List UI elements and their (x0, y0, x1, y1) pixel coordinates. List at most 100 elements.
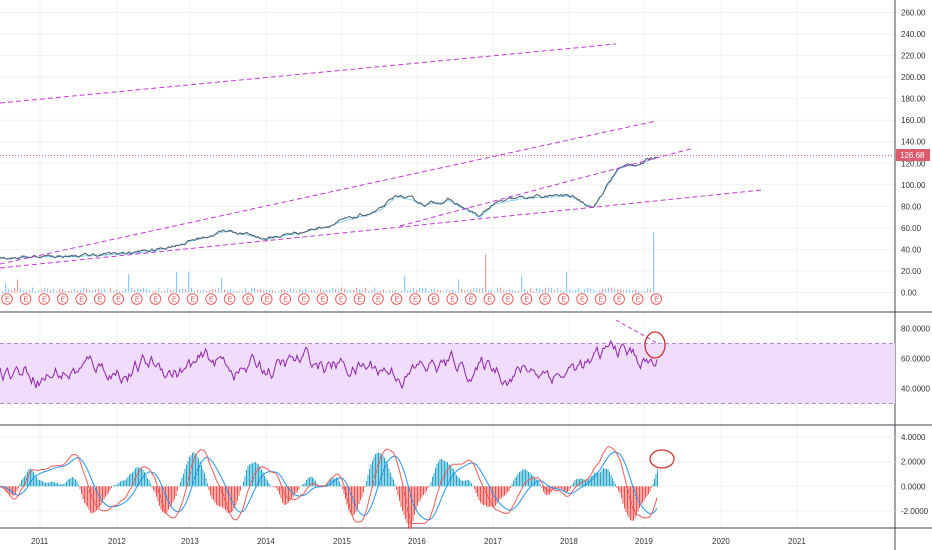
macd-histogram-bar (258, 464, 259, 487)
macd-histogram-bar (168, 486, 169, 510)
macd-histogram-bar (189, 456, 190, 487)
macd-histogram-bar (433, 472, 435, 487)
macd-histogram-bar (591, 476, 592, 487)
earnings-marker-circle (427, 293, 440, 305)
macd-histogram-bar (583, 479, 585, 487)
macd-histogram-bar (400, 486, 402, 507)
macd-histogram-bar (403, 486, 405, 515)
volume-bar (371, 290, 373, 293)
macd-histogram-bar (364, 486, 366, 488)
macd-histogram-bar (367, 475, 369, 487)
macd-histogram-bar (616, 486, 618, 488)
volume-bar (431, 288, 433, 293)
earnings-marker-circle (557, 293, 570, 305)
macd-histogram-bar (579, 478, 580, 487)
volume-bar (581, 291, 583, 293)
earnings-marker: E (56, 293, 69, 305)
macd-histogram-bar (567, 486, 568, 492)
macd-histogram-bar (390, 472, 391, 487)
macd-histogram-bar (430, 482, 432, 487)
macd-histogram-bar (105, 486, 106, 498)
earnings-marker-label: E (524, 297, 529, 304)
macd-histogram-bar (48, 482, 49, 487)
earnings-marker: E (19, 293, 32, 305)
macd-histogram-bar (67, 479, 69, 487)
volume-bar (437, 290, 439, 293)
macd-histogram-bar (496, 486, 498, 504)
volume-bar (392, 290, 394, 293)
rsi-axis-tick: 40.0000 (901, 385, 930, 394)
macd-histogram-bar (147, 478, 148, 487)
macd-histogram-bar (316, 483, 318, 487)
macd-histogram-bar (414, 486, 415, 515)
volume-bar (497, 287, 499, 293)
macd-histogram-bar (172, 486, 174, 502)
macd-histogram-bar (91, 486, 93, 514)
volume-bar (236, 290, 238, 293)
earnings-marker: E (631, 293, 644, 305)
volume-bar (488, 290, 490, 293)
macd-histogram-bar (510, 486, 511, 489)
macd-histogram-bar (462, 480, 463, 487)
volume-bar (389, 290, 391, 293)
volume-bar (14, 288, 16, 293)
macd-histogram-bar (309, 477, 310, 487)
macd-histogram-bar (273, 486, 274, 488)
volume-bar (542, 289, 544, 293)
earnings-marker-circle (316, 293, 329, 305)
macd-histogram-bar (276, 486, 277, 489)
volume-bar (287, 290, 289, 293)
volume-bar (134, 289, 136, 293)
earnings-marker: E (298, 293, 310, 305)
macd-histogram-bar (609, 471, 610, 487)
volume-bar (278, 291, 280, 293)
earnings-marker: E (93, 293, 106, 305)
macd-histogram-bar (19, 484, 21, 487)
volume-bar (425, 287, 427, 293)
macd-histogram-bar (523, 469, 525, 487)
volume-bar (107, 291, 109, 293)
macd-histogram-bar (648, 486, 649, 495)
volume-bar (596, 291, 598, 293)
price-axis-tick: 220.00 (901, 52, 926, 61)
macd-histogram-bar (282, 486, 283, 503)
earnings-marker: E (539, 293, 551, 305)
volume-bar (626, 289, 628, 293)
earnings-marker-circle (335, 293, 347, 305)
macd-histogram-bar (85, 486, 87, 505)
macd-histogram-bar (502, 486, 504, 497)
volume-bar (269, 289, 271, 293)
earnings-marker: E (502, 293, 514, 305)
macd-histogram-bar (70, 477, 72, 487)
macd-histogram-bar (103, 486, 105, 500)
macd-histogram-bar (13, 486, 15, 496)
earnings-marker-circle (93, 293, 106, 305)
time-axis-tick: 2017 (484, 537, 502, 546)
macd-histogram-bar (280, 486, 282, 499)
earnings-marker-circle (56, 293, 69, 305)
volume-bar (74, 288, 76, 293)
macd-histogram-bar (514, 478, 516, 487)
macd-histogram-bar (441, 458, 442, 487)
volume-bar (554, 289, 556, 293)
volume-bar (464, 290, 466, 293)
earnings-marker-circle (353, 293, 366, 305)
macd-histogram-bar (111, 486, 112, 489)
macd-histogram-bar (358, 486, 360, 504)
earnings-marker-circle (520, 293, 533, 305)
volume-bar (341, 287, 343, 293)
volume-bar (584, 289, 586, 293)
macd-histogram-bar (133, 470, 135, 487)
macd-histogram-bar (12, 486, 13, 496)
earnings-marker-label: E (283, 297, 288, 304)
volume-bar (374, 287, 376, 293)
macd-histogram-bar (615, 484, 616, 487)
volume-bar (458, 279, 460, 293)
macd-histogram-bar (28, 469, 30, 487)
volume-bar (20, 288, 22, 293)
price-axis-tick: 0.00 (901, 289, 917, 298)
macd-histogram-bar (82, 486, 84, 500)
volume-bar (443, 291, 445, 293)
